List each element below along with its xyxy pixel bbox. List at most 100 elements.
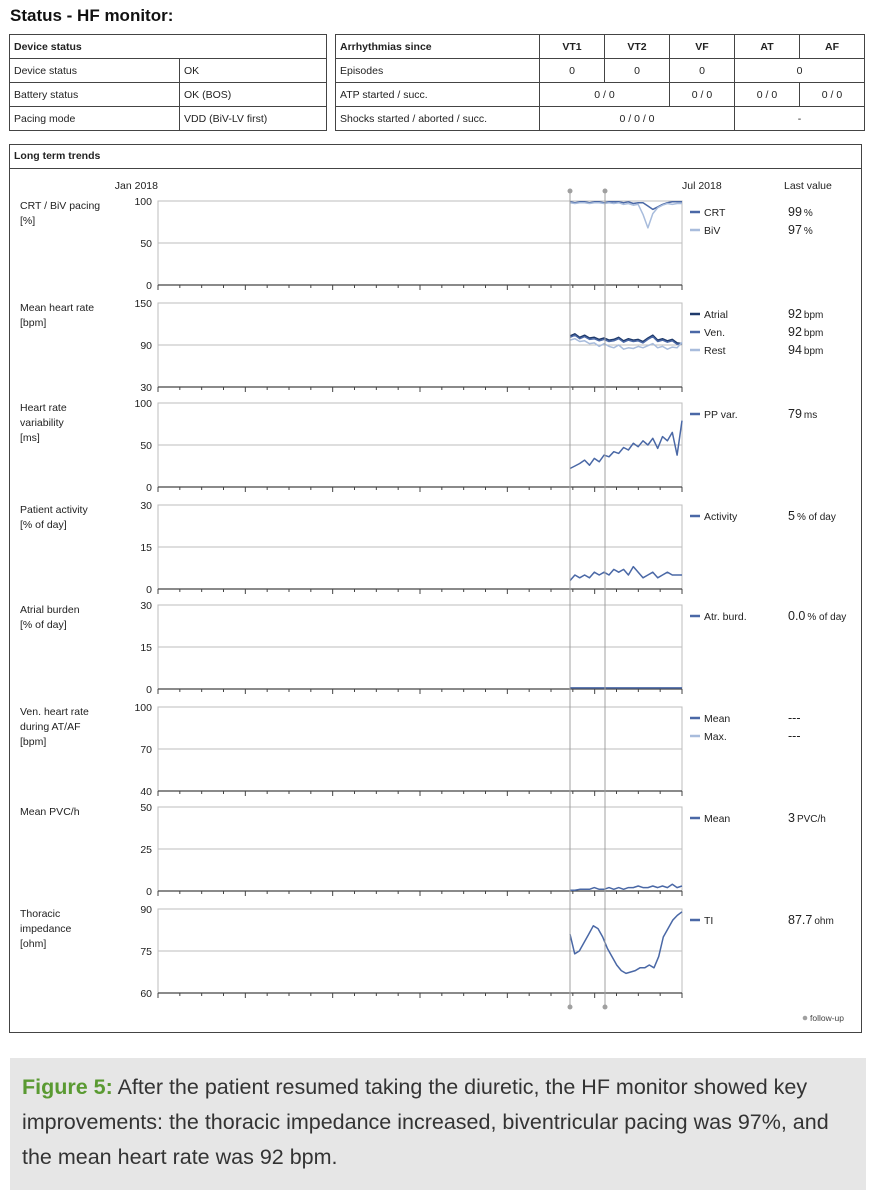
- legend-label: Mean: [704, 713, 730, 725]
- series-line: [569, 565, 682, 582]
- pacing-mode-value: VDD (BiV-LV first): [179, 106, 327, 131]
- y-tick-label: 100: [134, 702, 152, 714]
- last-value: 92 bpm: [788, 307, 823, 321]
- follow-up-legend: follow-up: [802, 1013, 844, 1023]
- y-tick-label: 75: [140, 946, 152, 958]
- y-tick-label: 0: [146, 886, 152, 898]
- legend-label: Max.: [704, 731, 727, 743]
- y-tick-label: 25: [140, 844, 152, 856]
- y-tick-label: 70: [140, 744, 152, 756]
- last-value: 3 PVC/h: [788, 811, 826, 825]
- column-header-af: AF: [799, 34, 865, 59]
- y-axis-label: [% of day]: [20, 519, 67, 531]
- legend-label: Activity: [704, 511, 738, 523]
- y-axis-label: [ohm]: [20, 938, 46, 950]
- series-line: [570, 883, 683, 891]
- y-tick-label: 0: [146, 482, 152, 494]
- long-term-trends-panel: Long term trends Jan 2018 Jul 2018 Last …: [9, 144, 862, 1033]
- last-value: ---: [788, 711, 801, 725]
- trend-panel: Patient activity [% of day] 0 15 30 Activity 5…: [20, 500, 836, 596]
- episodes-at-af: 0: [734, 58, 865, 83]
- device-status-header: Device status: [9, 34, 327, 59]
- device-status-label: Device status: [9, 58, 180, 83]
- series-line: [569, 911, 683, 975]
- atp-vt: 0 / 0: [539, 82, 670, 107]
- last-value: 5% of day: [788, 509, 836, 523]
- last-value: 79 ms: [788, 407, 817, 421]
- last-value: 99%: [788, 205, 813, 219]
- last-value: 94 bpm: [788, 343, 823, 357]
- trend-panel: CRT / BiV pacing [%] 0 50 100 CRT 99 % BiV 97%: [20, 196, 813, 292]
- column-header-vt1: VT1: [539, 34, 605, 59]
- y-axis-label: Patient activity: [20, 504, 88, 516]
- trend-panel: Atrial burden [% of day] 0 15 30 Atr. burd. 0.…: [20, 600, 846, 696]
- last-value: 0.0% of day: [788, 609, 846, 623]
- column-header-vt2: VT2: [604, 34, 670, 59]
- y-tick-label: 60: [140, 988, 152, 1000]
- y-axis-label: Ven. heart rate: [20, 706, 89, 718]
- follow-up-marker-icon: [602, 1004, 608, 1010]
- series-line: [569, 334, 683, 346]
- y-tick-label: 100: [134, 398, 152, 410]
- y-axis-label: variability: [20, 417, 65, 429]
- y-axis-label: [ms]: [20, 432, 40, 444]
- y-tick-label: 0: [146, 584, 152, 596]
- y-tick-label: 150: [134, 298, 152, 310]
- y-tick-label: 40: [140, 786, 152, 798]
- y-axis-label: CRT / BiV pacing: [20, 200, 100, 212]
- y-axis-label: [bpm]: [20, 736, 46, 748]
- y-tick-label: 30: [140, 500, 152, 512]
- y-tick-label: 100: [134, 196, 152, 208]
- y-axis-label: during AT/AF: [20, 721, 81, 733]
- follow-up-marker-icon: [802, 1015, 808, 1021]
- y-tick-label: 50: [140, 440, 152, 452]
- last-value-header: Last value: [784, 180, 832, 192]
- y-tick-label: 30: [140, 600, 152, 612]
- legend-label: Ven.: [704, 327, 725, 339]
- shocks-at-af: -: [734, 106, 865, 131]
- y-tick-label: 15: [140, 642, 152, 654]
- y-tick-label: 90: [140, 340, 152, 352]
- atp-at: 0 / 0: [734, 82, 800, 107]
- y-axis-label: [% of day]: [20, 619, 67, 631]
- table-row: Episodes 0 0 0 0: [335, 58, 865, 83]
- follow-up-label: follow-up: [810, 1013, 844, 1023]
- episodes-vt1: 0: [539, 58, 605, 83]
- y-axis-label: Mean PVC/h: [20, 806, 80, 818]
- series-line: [569, 201, 682, 229]
- last-value: ---: [788, 729, 801, 743]
- table-row: Device status OK: [9, 58, 327, 83]
- follow-up-marker-icon: [567, 1004, 573, 1010]
- y-axis-label: [%]: [20, 215, 35, 227]
- y-axis-label: Thoracic: [20, 908, 60, 920]
- trend-panel: Heart rate variability [ms] 0 50 100 PP var. 79…: [20, 398, 817, 494]
- y-tick-label: 15: [140, 542, 152, 554]
- shocks-vt-vf: 0 / 0 / 0: [539, 106, 735, 131]
- table-row: Shocks started / aborted / succ. 0 / 0 /…: [335, 106, 865, 131]
- follow-up-marker-icon: [602, 188, 608, 194]
- column-header-at: AT: [734, 34, 800, 59]
- series-line: [569, 420, 683, 470]
- battery-status-label: Battery status: [9, 82, 180, 107]
- y-axis-label: [bpm]: [20, 317, 46, 329]
- y-axis-label: Mean heart rate: [20, 302, 94, 314]
- trend-panel: Ven. heart rate during AT/AF [bpm] 40 70 100 M…: [20, 702, 801, 798]
- trend-panel: Thoracic impedance [ohm] 60 75 90 TI 87.7 ohm: [20, 904, 834, 1000]
- legend-label: CRT: [704, 207, 726, 219]
- trend-panel: Mean heart rate [bpm] 30 90 150 Atrial 92 bpm Ve…: [20, 298, 823, 394]
- pacing-mode-label: Pacing mode: [9, 106, 180, 131]
- y-tick-label: 90: [140, 904, 152, 916]
- y-tick-label: 50: [140, 238, 152, 250]
- legend-label: Mean: [704, 813, 730, 825]
- last-value: 97%: [788, 223, 813, 237]
- page-title: Status - HF monitor:: [10, 6, 174, 25]
- legend-label: Atrial: [704, 309, 728, 321]
- episodes-vf: 0: [669, 58, 735, 83]
- y-tick-label: 0: [146, 280, 152, 292]
- series-line: [569, 201, 682, 211]
- atp-label: ATP started / succ.: [335, 82, 540, 107]
- table-row: Pacing mode VDD (BiV-LV first): [9, 106, 327, 131]
- column-header-vf: VF: [669, 34, 735, 59]
- arrhythmias-header: Arrhythmias since: [335, 34, 540, 59]
- atp-vf: 0 / 0: [669, 82, 735, 107]
